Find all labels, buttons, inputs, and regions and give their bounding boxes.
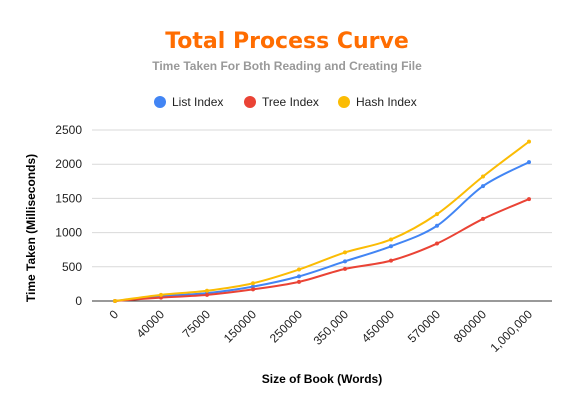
x-tick-label: 800000	[451, 307, 489, 345]
data-point-tree-index	[389, 258, 393, 263]
legend-label: List Index	[172, 95, 223, 109]
legend-label: Hash Index	[356, 95, 417, 109]
legend: List Index Tree Index Hash Index	[154, 95, 417, 109]
data-point-tree-index	[481, 216, 485, 221]
gridlines	[92, 129, 552, 268]
x-tick-label: 450000	[359, 307, 397, 345]
data-point-list-index	[297, 274, 301, 279]
y-tick-label: 1500	[55, 191, 82, 205]
x-tick-label: 1,000,000	[487, 307, 535, 355]
legend-marker	[154, 96, 166, 108]
data-point-hash-index	[435, 212, 439, 217]
data-point-tree-index	[527, 197, 531, 202]
y-tick-label: 0	[75, 294, 82, 308]
y-tick-label: 2000	[55, 157, 82, 171]
data-point-tree-index	[251, 287, 255, 292]
y-tick-label: 2500	[55, 123, 82, 137]
data-point-hash-index	[159, 292, 163, 297]
data-point-hash-index	[297, 267, 301, 272]
data-point-hash-index	[251, 281, 255, 286]
data-point-hash-index	[481, 174, 485, 179]
y-tick-label: 1000	[55, 226, 82, 240]
data-point-tree-index	[205, 292, 209, 297]
x-axis-ticks: 0 40000 75000 150000 250000 350,000 450000 5700…	[106, 307, 535, 355]
data-point-hash-index	[343, 250, 347, 255]
series-line-list-index	[114, 161, 530, 302]
legend-marker	[338, 96, 350, 108]
data-point-hash-index	[113, 299, 117, 303]
series-line-tree-index	[114, 198, 530, 302]
x-tick-label: 250000	[267, 307, 305, 345]
data-point-tree-index	[297, 279, 301, 284]
y-axis-title: Time Taken (Milliseconds)	[24, 154, 38, 302]
x-tick-label: 0	[106, 307, 121, 322]
y-tick-label: 500	[62, 260, 82, 274]
x-axis-title: Size of Book (Words)	[262, 372, 382, 386]
legend-item-list-index: List Index	[154, 95, 223, 109]
legend-item-tree-index: Tree Index	[244, 95, 319, 109]
x-tick-label: 150000	[221, 307, 259, 345]
series-line-hash-index	[114, 140, 530, 302]
data-point-hash-index	[389, 237, 393, 242]
legend-item-hash-index: Hash Index	[338, 95, 417, 109]
chart-subtitle: Time Taken For Both Reading and Creating…	[152, 59, 422, 73]
data-point-tree-index	[159, 295, 163, 300]
data-point-hash-index	[205, 288, 209, 293]
data-point-list-index	[389, 244, 393, 249]
data-point-list-index	[481, 184, 485, 189]
x-tick-label: 40000	[134, 307, 168, 341]
x-tick-label: 350,000	[311, 307, 352, 348]
data-point-list-index	[251, 284, 255, 289]
chart-title: Total Process Curve	[165, 29, 409, 54]
x-tick-label: 75000	[180, 307, 214, 341]
legend-marker	[244, 96, 256, 108]
data-point-tree-index	[435, 241, 439, 246]
data-point-tree-index	[343, 266, 347, 271]
series-hash-index	[113, 139, 531, 303]
data-point-list-index	[527, 160, 531, 165]
data-point-hash-index	[527, 139, 531, 144]
y-axis-ticks: 0 500 1000 1500 2000 2500	[55, 123, 82, 308]
legend-label: Tree Index	[262, 95, 319, 109]
x-tick-label: 570000	[405, 307, 443, 345]
data-point-list-index	[343, 259, 347, 264]
series-tree-index	[113, 197, 531, 303]
series-list-index	[113, 160, 531, 303]
series-layer	[113, 139, 531, 303]
data-point-list-index	[435, 223, 439, 228]
